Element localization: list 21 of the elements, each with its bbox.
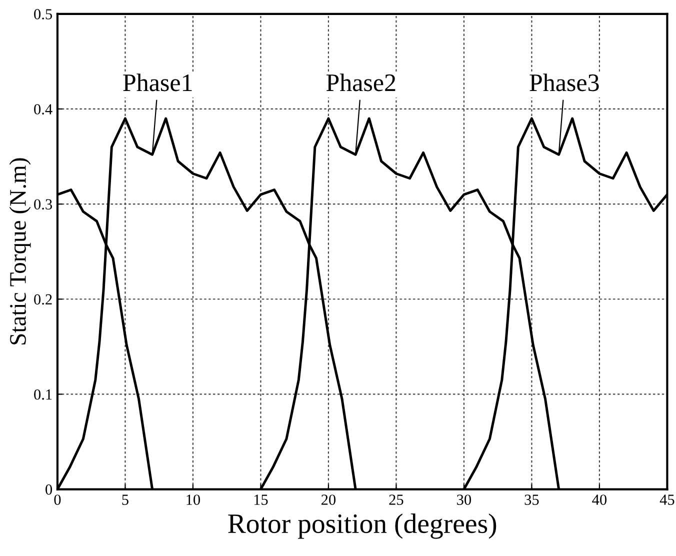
series-label: Phase2: [326, 74, 396, 92]
y-tick-label: 0.3: [34, 199, 52, 210]
y-tick-label: 0.1: [34, 389, 52, 400]
x-tick-label: 10: [186, 494, 200, 505]
x-tick-label: 5: [122, 494, 128, 505]
series-label: Phase1: [123, 74, 192, 92]
x-tick-label: 30: [457, 494, 472, 505]
x-tick-label: 15: [254, 494, 268, 505]
x-tick-label: 0: [54, 494, 61, 505]
y-tick-label: 0.5: [34, 9, 52, 20]
x-tick-label: 25: [389, 494, 404, 505]
x-axis-title: Rotor position (degrees): [228, 514, 496, 539]
y-tick-label: 0.2: [34, 294, 52, 305]
y-tick-label: 0: [46, 484, 52, 495]
x-tick-label: 40: [592, 494, 607, 505]
x-tick-label: 35: [524, 494, 539, 505]
x-tick-label: 20: [321, 494, 336, 505]
x-tick-label: 45: [660, 494, 674, 505]
y-axis-title: Static Torque (N.m): [9, 158, 31, 344]
y-tick-label: 0.4: [34, 104, 52, 114]
series-label: Phase3: [530, 74, 599, 92]
